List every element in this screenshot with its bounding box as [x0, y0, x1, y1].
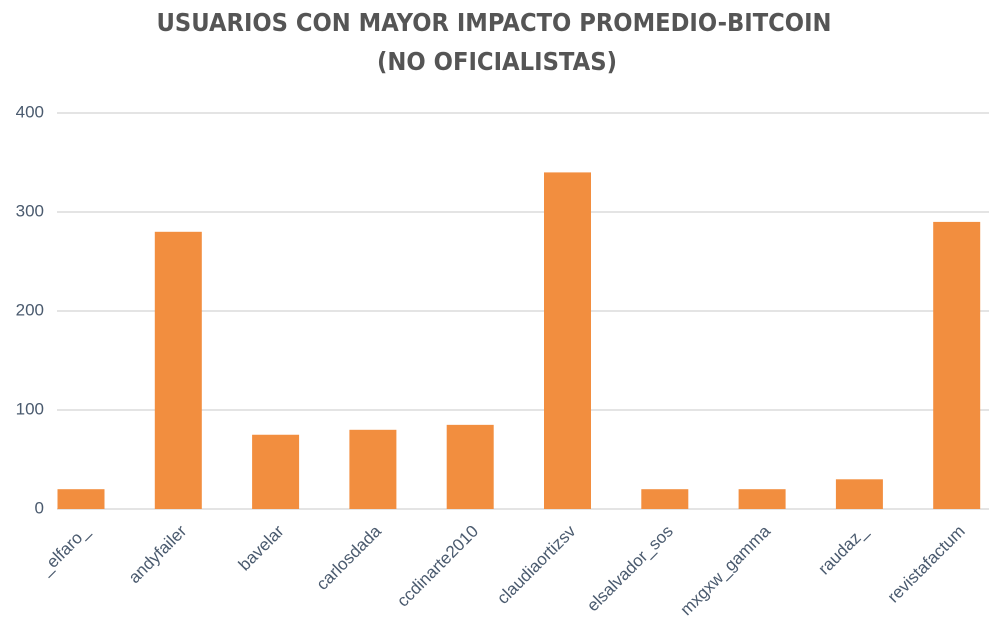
x-tick-label: raudaz_	[815, 521, 872, 578]
x-tick-label: _elfaro_	[35, 521, 93, 579]
y-tick-label: 300	[16, 201, 44, 220]
bar	[738, 489, 786, 509]
y-tick-label: 400	[16, 102, 44, 121]
x-tick-label: revistafactum	[884, 522, 969, 607]
bar	[544, 172, 591, 509]
x-tick-label: mxgxw_gamma	[676, 521, 774, 619]
chart-title: USUARIOS CON MAYOR IMPACTO PROMEDIO-BITC…	[157, 8, 832, 37]
y-tick-label: 200	[16, 300, 44, 319]
x-tick-label: elsalvador_sos	[583, 522, 677, 616]
bar	[349, 429, 397, 509]
bar	[641, 489, 689, 509]
bar	[57, 489, 105, 509]
x-tick-label: carlosdada	[313, 521, 386, 594]
bar	[252, 434, 300, 509]
x-tick-label: ccdinarte2010	[393, 522, 482, 611]
bar	[446, 424, 494, 509]
x-tick-label: claudiaortizsv	[493, 521, 580, 608]
bar	[835, 479, 883, 509]
x-tick-label: bavelar	[235, 521, 288, 574]
bar	[933, 221, 981, 509]
chart-title: (NO OFICIALISTAS)	[377, 47, 617, 76]
x-tick-label: andyfailer	[125, 521, 191, 587]
bar	[154, 231, 202, 510]
y-tick-label: 0	[35, 498, 44, 517]
y-tick-label: 100	[16, 399, 44, 418]
